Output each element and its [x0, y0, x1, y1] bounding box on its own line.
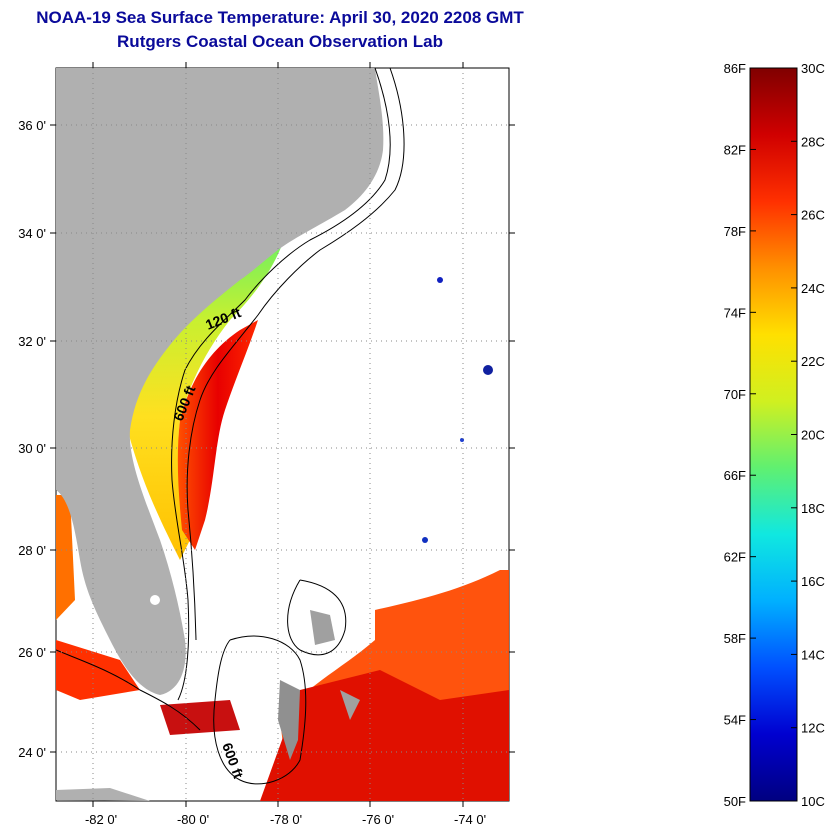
lon-label: -76 0' [362, 812, 394, 827]
lat-label: 24 0' [18, 745, 46, 760]
graticule [56, 68, 509, 801]
colorbar-f-label: 82F [724, 142, 746, 157]
colorbar-c-label: 28C [801, 134, 825, 149]
lake-okeechobee [150, 595, 160, 605]
land-layer [56, 68, 384, 801]
us-southeast-coast-land [56, 68, 384, 695]
lon-label: -74 0' [454, 812, 486, 827]
colorbar-c-label: 10C [801, 794, 825, 809]
lat-label: 34 0' [18, 226, 46, 241]
shelf-water-patch [125, 240, 282, 560]
isobath-florida-straits [56, 649, 201, 731]
colorbar-c-label: 26C [801, 208, 825, 223]
colorbar-c-label: 20C [801, 428, 825, 443]
map-title: NOAA-19 Sea Surface Temperature: April 3… [36, 8, 524, 27]
eleuthera-island [340, 690, 360, 720]
colorbar-c-label: 30C [801, 61, 825, 76]
colorbar-c-label: 22C [801, 354, 825, 369]
isobath-layer [56, 68, 405, 785]
colorbar-f-label: 70F [724, 387, 746, 402]
colorbar-f-label: 58F [724, 631, 746, 646]
keys-warm-water [160, 700, 240, 735]
colorbar-c-label: 16C [801, 574, 825, 589]
lat-label: 32 0' [18, 334, 46, 349]
colorbar-f-label: 86F [724, 61, 746, 76]
colorbar-ticks [750, 67, 797, 802]
colorbar-celsius-labels: 30C 28C 26C 24C 22C 20C 18C 16C 14C 12C 10C [801, 61, 825, 809]
colorbar-fahrenheit-labels: 86F 82F 78F 74F 70F 66F 62F 58F 54F 50F [724, 61, 746, 809]
gulf-west-warm-water [56, 640, 140, 700]
map-subtitle: Rutgers Coastal Ocean Observation Lab [117, 32, 443, 51]
andros-island [278, 680, 300, 760]
colorbar-f-label: 66F [724, 468, 746, 483]
colorbar-f-label: 54F [724, 713, 746, 728]
grand-bahama-island [310, 610, 335, 645]
colorbar-c-label: 18C [801, 501, 825, 516]
latitude-labels: 36 0' 34 0' 32 0' 30 0' 28 0' 26 0' 24 0… [18, 118, 46, 760]
gulf-warm-water-edge [56, 495, 75, 620]
lat-label: 26 0' [18, 645, 46, 660]
isobath-120ft [171, 68, 391, 701]
lon-label: -82 0' [85, 812, 117, 827]
cuba-land [56, 788, 150, 801]
gulf-stream-patch [177, 320, 258, 550]
isobath-little-bahama-bank [287, 579, 347, 656]
colorbar-f-label: 78F [724, 224, 746, 239]
colorbar-f-label: 62F [724, 550, 746, 565]
axis-ticks [50, 62, 515, 807]
lon-label: -78 0' [270, 812, 302, 827]
lon-label: -80 0' [177, 812, 209, 827]
sst-layer [56, 240, 509, 801]
colorbar [749, 67, 798, 802]
isobath-600ft [186, 68, 405, 641]
colorbar-c-label: 14C [801, 647, 825, 662]
colorbar-c-label: 24C [801, 281, 825, 296]
colorbar-f-label: 50F [724, 794, 746, 809]
colorbar-c-label: 12C [801, 721, 825, 736]
longitude-labels: -82 0' -80 0' -78 0' -76 0' -74 0' [85, 812, 486, 827]
bahamas-warm-water [260, 670, 509, 801]
isobath-bahamas-600ft [213, 635, 307, 785]
lat-label: 28 0' [18, 543, 46, 558]
colorbar-f-label: 74F [724, 305, 746, 320]
lat-label: 36 0' [18, 118, 46, 133]
lat-label: 30 0' [18, 441, 46, 456]
